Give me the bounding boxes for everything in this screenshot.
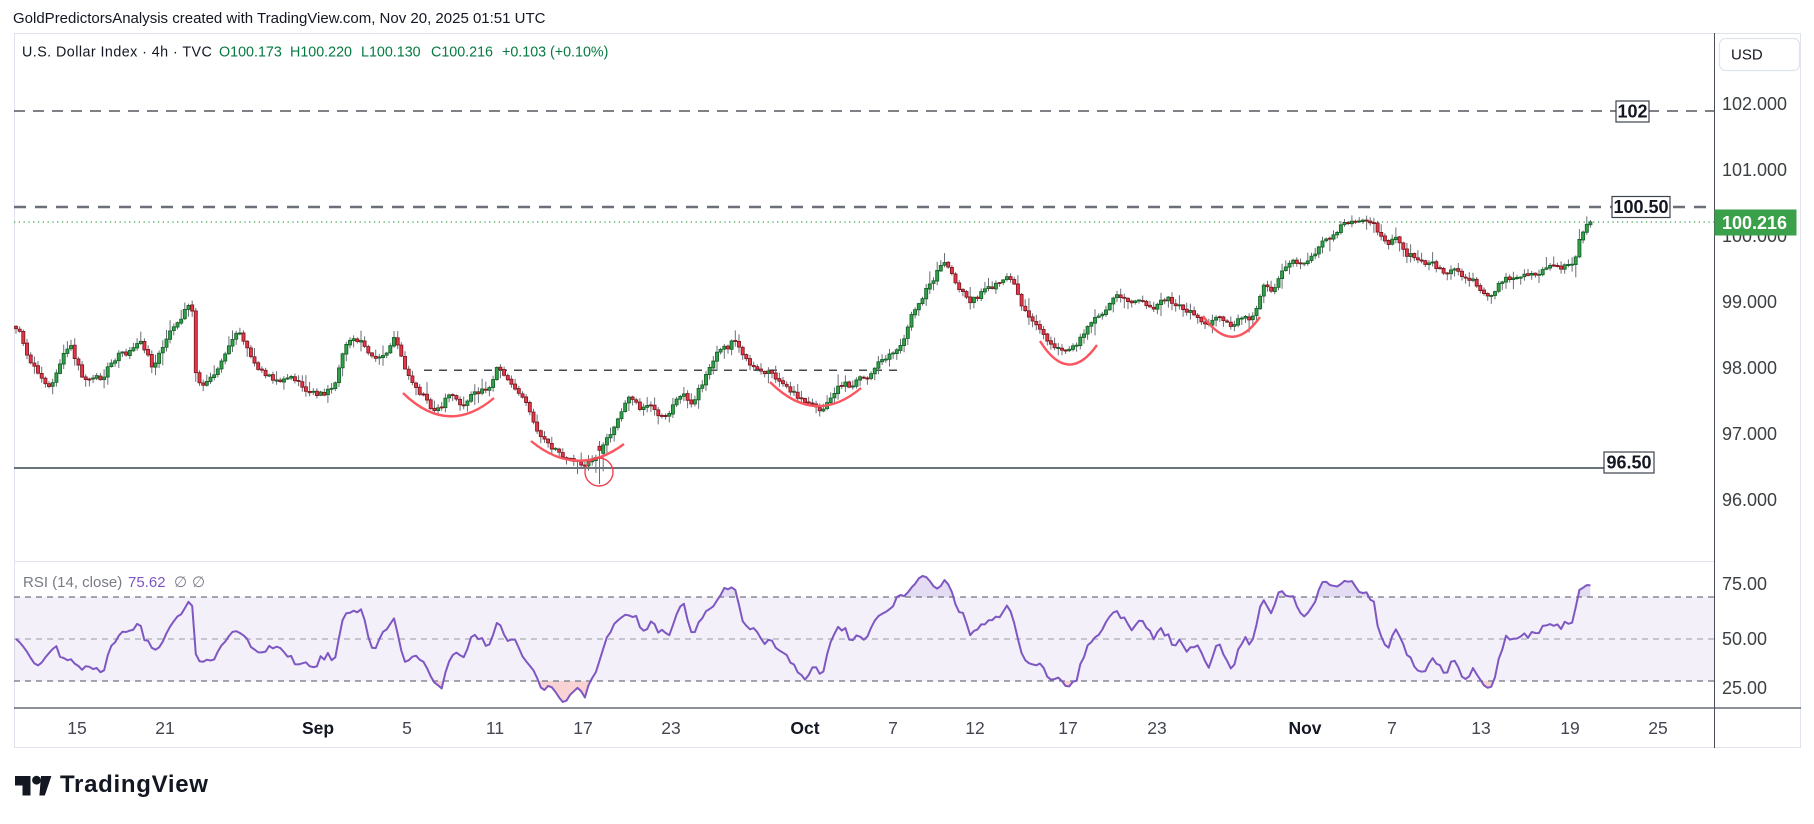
svg-text:102: 102 xyxy=(1617,102,1647,122)
svg-text:75.62: 75.62 xyxy=(128,574,166,591)
svg-text:100.50: 100.50 xyxy=(1613,197,1668,217)
svg-text:Oct: Oct xyxy=(790,718,819,738)
svg-text:101.000: 101.000 xyxy=(1722,160,1787,180)
svg-text:O100.173: O100.173 xyxy=(219,45,282,61)
svg-text:+0.103: +0.103 xyxy=(502,45,546,61)
svg-text:17: 17 xyxy=(573,718,592,738)
svg-text:98.000: 98.000 xyxy=(1722,358,1777,378)
svg-text:USD: USD xyxy=(1731,47,1763,64)
svg-text:96.000: 96.000 xyxy=(1722,490,1777,510)
svg-text:15: 15 xyxy=(67,718,86,738)
svg-text:23: 23 xyxy=(661,718,680,738)
svg-text:5: 5 xyxy=(402,718,412,738)
svg-text:C100.216: C100.216 xyxy=(431,45,493,61)
svg-text:97.000: 97.000 xyxy=(1722,424,1777,444)
svg-text:25.00: 25.00 xyxy=(1722,678,1767,698)
svg-text:∅: ∅ xyxy=(192,574,205,591)
svg-text:17: 17 xyxy=(1058,718,1077,738)
svg-text:13: 13 xyxy=(1471,718,1490,738)
svg-text:96.50: 96.50 xyxy=(1606,453,1651,473)
svg-text:H100.220: H100.220 xyxy=(290,45,352,61)
svg-text:23: 23 xyxy=(1147,718,1166,738)
svg-text:∅: ∅ xyxy=(174,574,187,591)
svg-text:50.00: 50.00 xyxy=(1722,629,1767,649)
svg-text:Sep: Sep xyxy=(302,718,334,738)
svg-text:11: 11 xyxy=(486,718,504,738)
svg-text:U.S. Dollar Index · 4h · TVC: U.S. Dollar Index · 4h · TVC xyxy=(22,45,212,61)
svg-text:102.000: 102.000 xyxy=(1722,94,1787,114)
svg-text:RSI (14, close): RSI (14, close) xyxy=(23,574,122,591)
svg-text:TradingView: TradingView xyxy=(60,771,209,798)
svg-text:12: 12 xyxy=(965,718,984,738)
svg-text:25: 25 xyxy=(1648,718,1667,738)
svg-text:21: 21 xyxy=(155,718,174,738)
svg-text:GoldPredictorsAnalysis created: GoldPredictorsAnalysis created with Trad… xyxy=(13,10,546,27)
svg-text:75.00: 75.00 xyxy=(1722,574,1767,594)
svg-text:19: 19 xyxy=(1560,718,1579,738)
svg-text:7: 7 xyxy=(888,718,898,738)
svg-text:7: 7 xyxy=(1387,718,1397,738)
svg-text:99.000: 99.000 xyxy=(1722,292,1777,312)
svg-text:(+0.10%): (+0.10%) xyxy=(550,45,608,61)
svg-text:Nov: Nov xyxy=(1288,718,1321,738)
svg-text:L100.130: L100.130 xyxy=(361,45,421,61)
svg-text:100.216: 100.216 xyxy=(1722,213,1787,233)
